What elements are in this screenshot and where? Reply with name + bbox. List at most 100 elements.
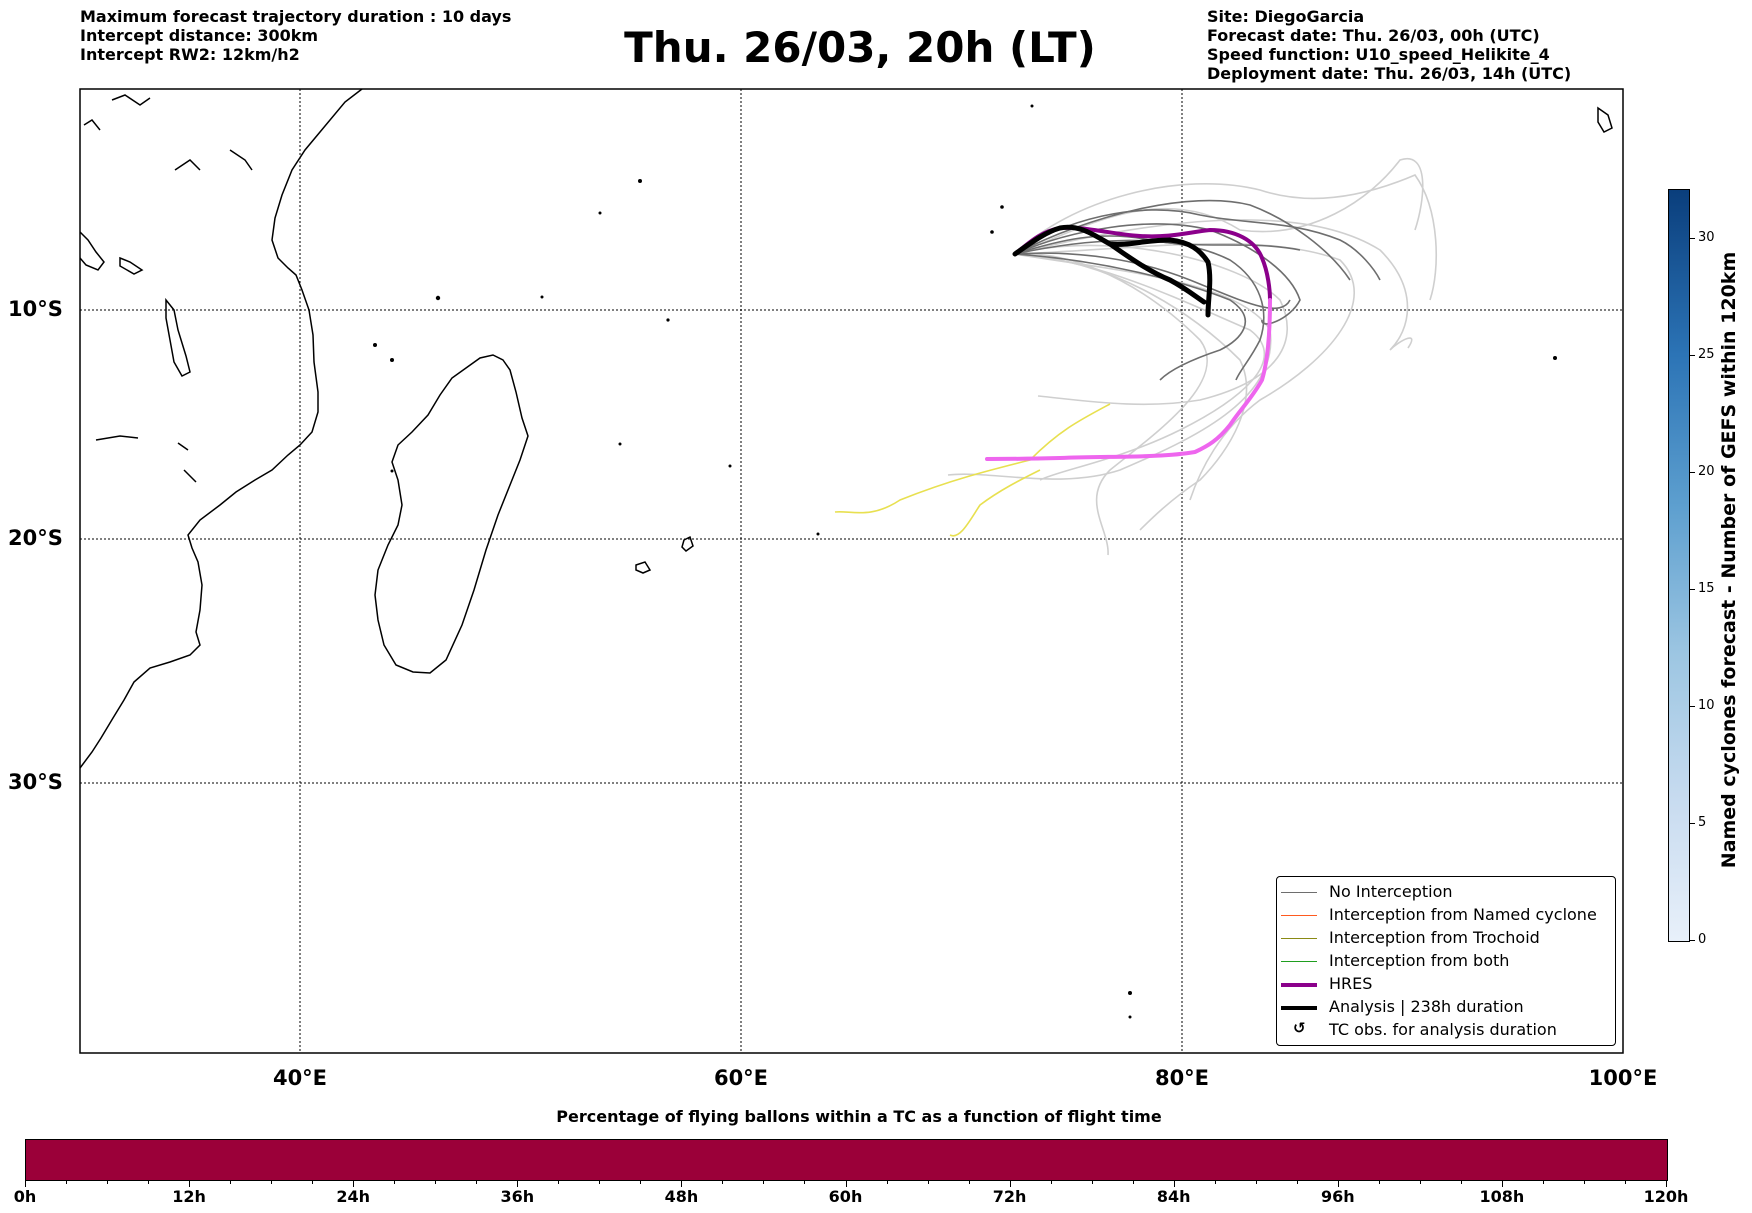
legend-item-both: Interception from both (1277, 950, 1615, 972)
cbar-h-minor-tick (927, 1180, 929, 1184)
arabia-coast-fragments (83, 94, 253, 171)
legend-swatch-hres (1281, 983, 1317, 987)
cbar-h-minor-tick (271, 1180, 273, 1184)
ensemble-track-yellow-2 (949, 469, 1041, 537)
cbar-h-minor-tick (886, 1180, 888, 1184)
cbar-h-minor-tick (230, 1180, 232, 1184)
cbar-h-tick (189, 1180, 191, 1187)
analysis-track (1012, 224, 1213, 318)
ensemble-track-dark-3 (1014, 239, 1265, 381)
cbar-v-tick (1690, 472, 1695, 473)
cbar-h-minor-tick (968, 1180, 970, 1184)
lat-label-20s: 20°S (8, 526, 63, 550)
header-right-info: Site: DiegoGarcia Forecast date: Thu. 26… (1207, 7, 1571, 83)
cbar-h-tick-label: 60h (828, 1187, 863, 1206)
cbar-h-minor-tick (107, 1180, 109, 1184)
horizontal-colorbar (25, 1139, 1668, 1181)
header-intercept-rw2: Intercept RW2: 12km/h2 (80, 45, 300, 64)
cbar-h-minor-tick (435, 1180, 437, 1184)
vertical-colorbar (1668, 189, 1690, 942)
cbar-h-minor-tick (1050, 1180, 1052, 1184)
cbar-v-label-20: 20 (1698, 464, 1715, 479)
cbar-h-tick (25, 1180, 26, 1187)
ensemble-track-light-1 (1014, 174, 1438, 301)
vertical-colorbar-label: Named cyclones forecast - Number of GEFS… (1718, 251, 1740, 869)
legend-item-hres: HRES (1277, 973, 1615, 995)
cbar-v-tick (1690, 355, 1695, 356)
cbar-h-tick-label: 108h (1479, 1187, 1525, 1206)
legend-swatch-both (1281, 961, 1317, 962)
socotra-coast (79, 231, 105, 271)
cbar-h-minor-tick (394, 1180, 396, 1184)
legend-swatch-analysis (1281, 1006, 1317, 1010)
header-left-info: Maximum forecast trajectory duration : 1… (80, 7, 511, 64)
cbar-v-label-5: 5 (1698, 815, 1707, 830)
horizontal-colorbar-title: Percentage of flying ballons within a TC… (556, 1107, 1162, 1126)
lat-label-10s: 10°S (8, 297, 63, 321)
cbar-h-minor-tick (312, 1180, 314, 1184)
legend-item-trochoid: Interception from Trochoid (1277, 927, 1615, 949)
cbar-v-label-15: 15 (1698, 581, 1715, 596)
cbar-h-minor-tick (599, 1180, 601, 1184)
ensemble-track-dark-1 (1014, 209, 1381, 281)
legend-item-named-cyclone: Interception from Named cyclone (1277, 904, 1615, 926)
coastlines (79, 88, 694, 769)
cbar-h-minor-tick (763, 1180, 765, 1184)
cbar-h-minor-tick (66, 1180, 68, 1184)
cbar-h-tick (517, 1180, 519, 1187)
cbar-v-label-30: 30 (1698, 230, 1715, 245)
hres-track-late (985, 298, 1272, 461)
ensemble-track-yellow-1 (834, 403, 1111, 514)
ensemble-track-light-4 (1014, 253, 1265, 481)
cbar-h-tick (845, 1180, 847, 1187)
cbar-v-tick (1690, 589, 1695, 590)
cbar-h-tick (1009, 1180, 1011, 1187)
cbar-h-tick (1337, 1180, 1339, 1187)
lat-label-30s: 30°S (8, 770, 63, 794)
cbar-h-tick-label: 120h (1643, 1187, 1689, 1206)
ensemble-track-dark-4 (1014, 199, 1351, 281)
cbar-h-tick-label: 48h (664, 1187, 699, 1206)
legend-label: Interception from Trochoid (1329, 928, 1540, 947)
cbar-h-tick-label: 24h (336, 1187, 371, 1206)
cbar-h-tick (1173, 1180, 1175, 1187)
cbar-h-tick-label: 12h (172, 1187, 206, 1206)
lon-label-60e: 60°E (713, 1066, 769, 1090)
cbar-h-minor-tick (1624, 1180, 1626, 1184)
legend-item-analysis: Analysis | 238h duration (1277, 996, 1615, 1018)
legend-item-tc-obs: ↺ TC obs. for analysis duration (1277, 1019, 1615, 1041)
sumatra-coast (1597, 106, 1613, 133)
cbar-h-tick-label: 0h (13, 1187, 37, 1206)
ensemble-track-light-7 (1014, 244, 1288, 406)
reunion-coast (635, 561, 652, 574)
zanzibar-coast (119, 256, 144, 275)
seychelles-coast (95, 435, 197, 483)
africa-coast (79, 88, 363, 769)
tc-obs-icon: ↺ (1293, 1019, 1306, 1037)
cbar-h-tick (353, 1180, 355, 1187)
cbar-v-tick (1690, 706, 1695, 707)
cbar-v-label-10: 10 (1698, 698, 1715, 713)
cbar-h-minor-tick (1542, 1180, 1544, 1184)
cbar-h-tick-label: 84h (1156, 1187, 1191, 1206)
legend-label: HRES (1329, 974, 1373, 993)
legend-label: Interception from both (1329, 951, 1510, 970)
header-intercept-distance: Intercept distance: 300km (80, 26, 319, 45)
comoros-coast (165, 297, 191, 377)
legend-swatch-no-interception (1281, 892, 1317, 893)
cbar-h-minor-tick (1419, 1180, 1421, 1184)
cbar-h-minor-tick (148, 1180, 150, 1184)
cbar-v-tick (1690, 238, 1695, 239)
legend-label: Analysis | 238h duration (1329, 997, 1524, 1016)
legend-label: TC obs. for analysis duration (1329, 1020, 1557, 1039)
cbar-h-minor-tick (1378, 1180, 1380, 1184)
cbar-h-minor-tick (1091, 1180, 1093, 1184)
cbar-h-minor-tick (640, 1180, 642, 1184)
legend-label: Interception from Named cyclone (1329, 905, 1597, 924)
main-title: Thu. 26/03, 20h (LT) (624, 23, 1096, 72)
cbar-h-minor-tick (804, 1180, 806, 1184)
lon-label-100e: 100°E (1588, 1066, 1658, 1090)
cbar-h-tick-label: 96h (1320, 1187, 1355, 1206)
cbar-h-tick-label: 72h (992, 1187, 1027, 1206)
header-forecast-date: Forecast date: Thu. 26/03, 00h (UTC) (1207, 26, 1540, 45)
